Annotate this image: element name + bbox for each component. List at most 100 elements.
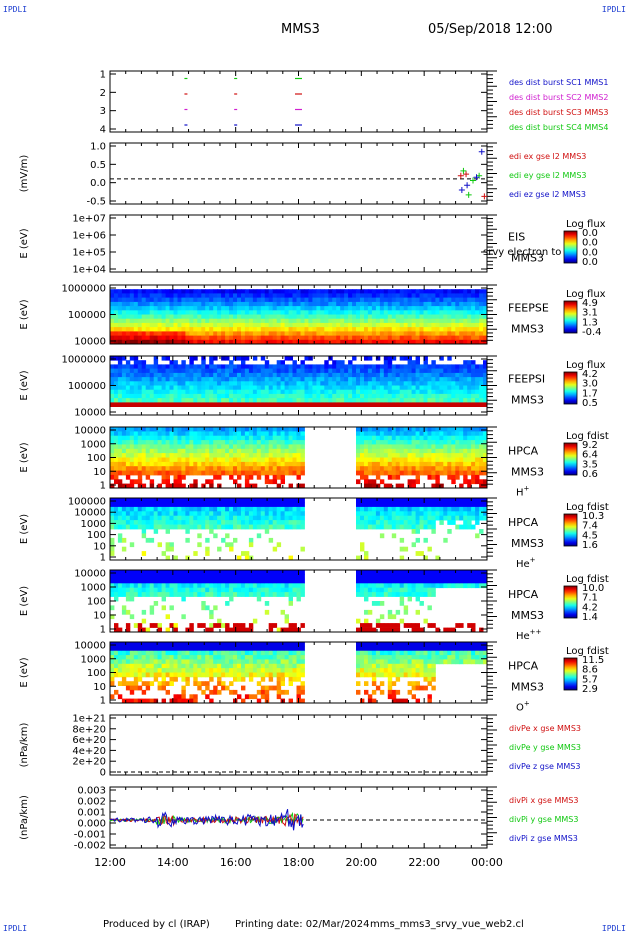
p6-cell	[431, 483, 436, 489]
p4-cell	[149, 314, 155, 320]
p4-cell	[292, 322, 297, 328]
p6-cell	[463, 435, 468, 441]
p5-cell	[387, 356, 393, 361]
p7-cell	[133, 506, 139, 512]
p6-cell	[110, 453, 115, 458]
p6-cell	[169, 440, 174, 445]
p7-cell	[165, 542, 170, 548]
p7-cell	[467, 498, 472, 503]
p5-cell	[415, 372, 420, 378]
p8-cell	[292, 574, 297, 580]
p5-cell	[403, 398, 409, 403]
p6-cell	[276, 435, 282, 441]
p6-cell	[173, 461, 178, 467]
p4-cell	[260, 335, 266, 341]
p6-cell	[459, 435, 464, 441]
p7-cell	[479, 502, 484, 508]
p6-cell	[463, 440, 468, 445]
p5-cell	[189, 393, 194, 399]
p4-cell	[276, 301, 282, 307]
p4-cell	[280, 335, 285, 341]
p7-cell	[455, 498, 460, 503]
p5-cell	[364, 377, 369, 382]
p5-cell	[256, 393, 262, 399]
p5-cell	[475, 393, 480, 399]
p8-cell	[169, 578, 174, 584]
p4-cell	[312, 306, 317, 311]
p5-cell	[467, 364, 472, 369]
p4-cell	[205, 301, 210, 307]
p6-cell	[145, 431, 151, 437]
p4-cell	[316, 289, 321, 294]
p6-cell	[360, 431, 365, 437]
p6-cell	[248, 448, 254, 454]
p5-cell	[145, 364, 151, 369]
p5-cell	[415, 364, 420, 369]
p4-cell	[300, 289, 305, 294]
p7-cell	[173, 524, 178, 530]
p5-cell	[225, 372, 230, 378]
p4-cell	[399, 335, 405, 341]
p8-cell	[213, 605, 218, 611]
p7-cell	[141, 506, 147, 512]
p5-cell	[360, 402, 365, 407]
p5-cell	[145, 385, 151, 391]
p6-cell	[431, 474, 436, 480]
p4-cell	[153, 335, 159, 341]
p6-cell	[217, 448, 222, 454]
p7-cell	[185, 502, 190, 508]
p5-cell	[483, 372, 488, 378]
p5-cell	[431, 393, 436, 399]
p6-cell	[237, 474, 242, 480]
p4-cell	[221, 297, 226, 303]
p7-cell	[244, 506, 250, 512]
p8-cell	[237, 592, 242, 597]
p7-cell	[288, 520, 293, 525]
p4-cell	[260, 331, 266, 336]
p8-cell	[185, 574, 190, 580]
p8-cell	[237, 623, 242, 628]
p6-cell	[137, 479, 143, 485]
p8-cell	[197, 578, 202, 584]
p7-cell	[201, 502, 206, 508]
p7-cell	[407, 511, 412, 517]
p5-cell	[467, 398, 472, 403]
p6-cell	[431, 444, 436, 450]
p4-cell	[229, 301, 234, 307]
p4-cell	[153, 297, 159, 303]
p4-cell	[483, 310, 488, 315]
p6-cell	[181, 440, 186, 445]
p6-cell	[455, 448, 460, 454]
p5-cell	[244, 377, 250, 382]
p6-cell	[360, 474, 365, 480]
p5-cell	[479, 385, 484, 391]
p4-cell	[213, 331, 218, 336]
p8-cell	[276, 578, 282, 584]
p4-cell	[114, 297, 119, 303]
p6-cell	[483, 483, 488, 489]
p5-cell	[165, 385, 170, 391]
p6-cell	[264, 474, 270, 480]
p5-cell	[395, 402, 401, 407]
p5-cell	[403, 364, 409, 369]
p5-cell	[252, 398, 258, 403]
p8-cell	[233, 578, 238, 584]
p5-cell	[201, 372, 206, 378]
p6-cell	[121, 440, 127, 445]
p4-cell	[268, 306, 274, 311]
p8-cell	[367, 592, 373, 597]
p5-cell	[419, 377, 424, 382]
p8-cell	[288, 601, 293, 606]
p4-ytick-label: 10000	[74, 337, 106, 348]
p4-cell	[292, 314, 297, 320]
p8-cell	[296, 578, 301, 584]
p5-cell	[328, 398, 333, 403]
corner-label-tr: IPDLI	[601, 5, 626, 14]
p8-cell	[225, 574, 230, 580]
p5-cell	[252, 402, 258, 407]
p7-cell	[137, 498, 143, 503]
p6-cell	[459, 427, 464, 432]
p4-cell	[360, 293, 365, 298]
p5-cell	[348, 381, 353, 386]
p6-cell	[141, 444, 147, 450]
